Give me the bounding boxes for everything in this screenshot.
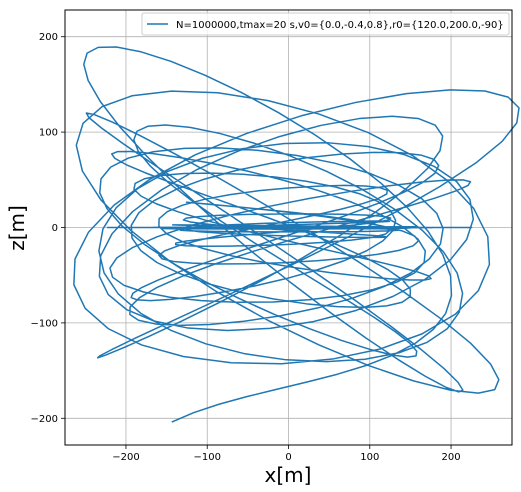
series-line-group (73, 46, 520, 423)
x-tick-label: −100 (193, 452, 220, 463)
x-tick-label: −200 (112, 452, 139, 463)
y-tick-label: −100 (31, 318, 58, 329)
x-tick-label: 100 (360, 452, 379, 463)
x-tick-label: 200 (441, 452, 460, 463)
y-tick-label: 200 (39, 32, 58, 43)
y-axis-label: z[m] (5, 205, 29, 251)
y-tick-label: −200 (31, 414, 58, 425)
y-tick-label: 0 (52, 223, 58, 234)
legend: N=1000000,tmax=20 s,v0={0.0,-0.4,0.8},r0… (141, 12, 510, 36)
series-line (73, 46, 520, 423)
legend-frame (141, 12, 510, 36)
y-tick-label: 100 (39, 128, 58, 139)
legend-label: N=1000000,tmax=20 s,v0={0.0,-0.4,0.8},r0… (176, 20, 504, 31)
x-tick-label: 0 (285, 452, 291, 463)
axis-ticks: −200 −100 0 100 200 −200 −100 0 100 200 (31, 32, 461, 463)
x-axis-label: x[m] (265, 463, 312, 487)
